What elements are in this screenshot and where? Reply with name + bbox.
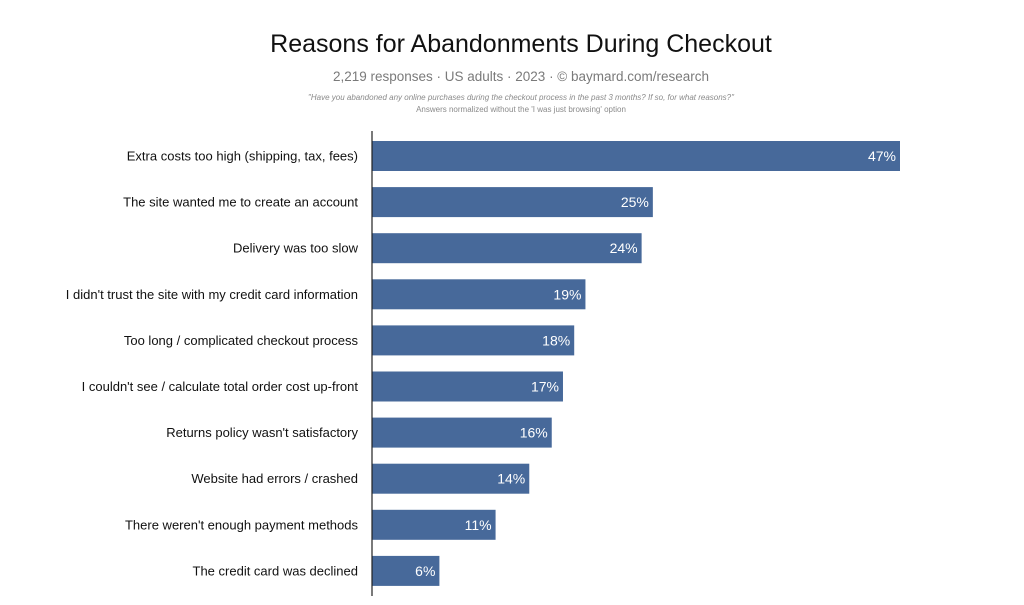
bar bbox=[372, 417, 552, 448]
category-label: Returns policy wasn't satisfactory bbox=[166, 425, 358, 440]
chart-title: Reasons for Abandonments During Checkout bbox=[270, 30, 772, 58]
value-label: 6% bbox=[415, 563, 435, 579]
value-label: 47% bbox=[868, 148, 896, 164]
value-label: 11% bbox=[465, 517, 492, 533]
category-label: Delivery was too slow bbox=[233, 241, 359, 256]
bar bbox=[372, 509, 496, 540]
survey-question-note: "Have you abandoned any online purchases… bbox=[308, 93, 735, 102]
bar bbox=[372, 187, 653, 218]
category-label: The credit card was declined bbox=[193, 563, 358, 578]
bar bbox=[372, 141, 900, 171]
value-label: 19% bbox=[553, 286, 581, 302]
category-label: Website had errors / crashed bbox=[191, 471, 358, 486]
normalization-note: Answers normalized without the 'I was ju… bbox=[416, 105, 626, 114]
category-label: I didn't trust the site with my credit c… bbox=[66, 287, 358, 302]
category-label: Too long / complicated checkout process bbox=[124, 333, 359, 348]
value-label: 18% bbox=[542, 332, 570, 348]
bar bbox=[372, 233, 642, 264]
bar bbox=[372, 555, 440, 586]
chart-subtitle: 2,219 responses · US adults · 2023 · © b… bbox=[333, 69, 709, 84]
value-label: 17% bbox=[531, 379, 559, 395]
bar bbox=[372, 325, 575, 356]
bar bbox=[372, 279, 586, 310]
category-label: The site wanted me to create an account bbox=[123, 195, 358, 210]
category-label: Extra costs too high (shipping, tax, fee… bbox=[127, 149, 358, 164]
value-label: 25% bbox=[621, 194, 649, 210]
value-label: 14% bbox=[497, 471, 525, 487]
value-label: 24% bbox=[610, 240, 638, 256]
category-label: There weren't enough payment methods bbox=[125, 517, 359, 532]
bars: Extra costs too high (shipping, tax, fee… bbox=[66, 141, 900, 586]
value-label: 16% bbox=[520, 425, 548, 441]
bar bbox=[372, 371, 563, 402]
bar bbox=[372, 463, 530, 494]
category-label: I couldn't see / calculate total order c… bbox=[82, 379, 359, 394]
